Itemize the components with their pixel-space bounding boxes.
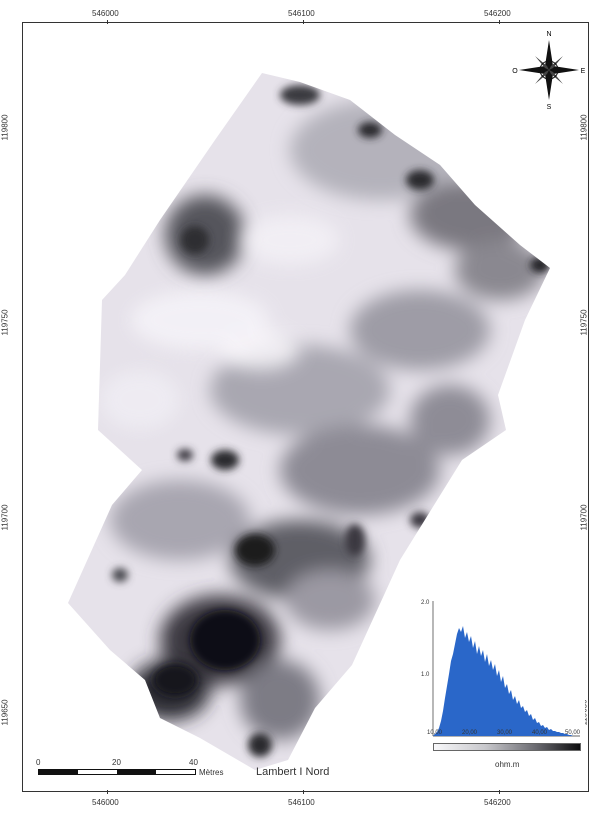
coord-top-2: 546100 — [288, 9, 315, 18]
resistivity-light-zones — [100, 215, 340, 430]
scale-label-0: 0 — [36, 758, 41, 767]
compass-rose-icon — [519, 40, 579, 100]
histogram-inset: 2.0 1.0 10,00 20,00 30,00 40,00 50,00 oh… — [415, 596, 585, 774]
tick-mark — [499, 20, 500, 24]
color-ramp — [433, 743, 581, 751]
resistivity-dark-cores — [112, 85, 550, 757]
hist-xtick: 10,00 — [427, 730, 443, 736]
compass-n: N — [546, 31, 551, 38]
coord-top-3: 546200 — [484, 9, 511, 18]
coord-bottom-1: 546000 — [92, 798, 119, 807]
hist-ymid: 1.0 — [421, 672, 430, 678]
tick-mark — [303, 20, 304, 24]
legend-unit: ohm.m — [495, 760, 520, 769]
tick-mark — [107, 790, 108, 794]
hist-xtick: 50,00 — [565, 730, 581, 736]
compass-e: E — [581, 68, 586, 75]
histogram-bars — [433, 626, 573, 736]
coord-bottom-3: 546200 — [484, 798, 511, 807]
scale-label-20: 20 — [112, 758, 121, 767]
coord-top-1: 546000 — [92, 9, 119, 18]
hist-xtick: 30,00 — [497, 730, 513, 736]
map-frame — [22, 22, 589, 792]
hist-ymax: 2.0 — [421, 600, 430, 606]
histogram-chart — [432, 601, 580, 737]
hist-xtick: 40,00 — [532, 730, 548, 736]
coord-bottom-2: 546100 — [288, 798, 315, 807]
tick-mark — [107, 20, 108, 24]
hist-xtick: 20,00 — [462, 730, 478, 736]
compass-w: O — [512, 68, 518, 75]
scale-segment — [117, 770, 156, 774]
scale-bar — [38, 769, 196, 775]
tick-mark — [499, 790, 500, 794]
tick-mark — [303, 790, 304, 794]
compass-s: S — [547, 104, 552, 111]
resistivity-blobs — [110, 100, 545, 740]
scale-unit: Mètres — [199, 768, 224, 777]
scale-segment — [39, 770, 78, 774]
projection-label: Lambert I Nord — [256, 766, 330, 778]
scale-label-40: 40 — [189, 758, 198, 767]
